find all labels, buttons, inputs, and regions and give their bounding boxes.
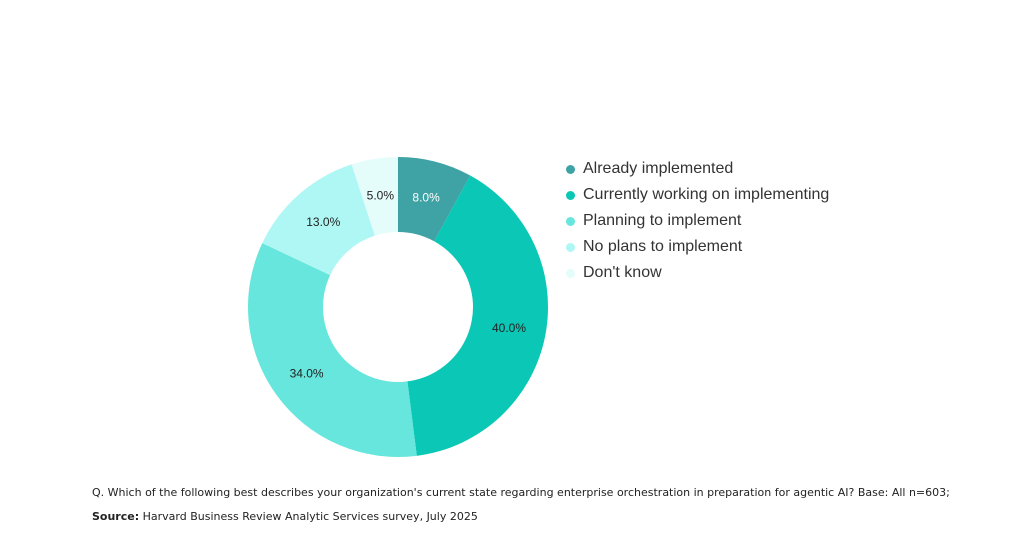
legend-item: Already implemented [566,156,829,182]
legend-label: Planning to implement [583,212,742,229]
source-label: Source: [92,510,140,523]
legend-label: No plans to implement [583,238,743,255]
legend-swatch [566,190,575,200]
legend-item: Planning to implement [566,208,829,234]
legend: Already implemented Currently working on … [566,156,829,286]
legend-label: Don't know [583,264,662,281]
legend-swatch [566,268,575,278]
legend-swatch [566,242,575,252]
donut-slice [262,164,375,276]
data-label: 5.0% [367,188,395,202]
legend-swatch [566,216,575,226]
data-label: 34.0% [290,366,324,380]
donut-slice [407,175,549,456]
question-note: Q. Which of the following best describes… [92,486,950,499]
legend-label: Currently working on implementing [583,186,830,203]
source-note: Source: Harvard Business Review Analytic… [92,510,478,523]
legend-swatch [566,164,575,174]
legend-label: Already implemented [583,160,734,177]
source-text: Harvard Business Review Analytic Service… [139,510,478,523]
data-label: 8.0% [412,191,440,205]
donut-slice [351,157,398,236]
donut-slice [248,243,417,457]
donut-slice [398,157,471,242]
data-label: 40.0% [492,321,526,335]
legend-item: Don't know [566,260,829,286]
data-label: 13.0% [306,215,340,229]
legend-item: Currently working on implementing [566,182,829,208]
legend-item: No plans to implement [566,234,829,260]
